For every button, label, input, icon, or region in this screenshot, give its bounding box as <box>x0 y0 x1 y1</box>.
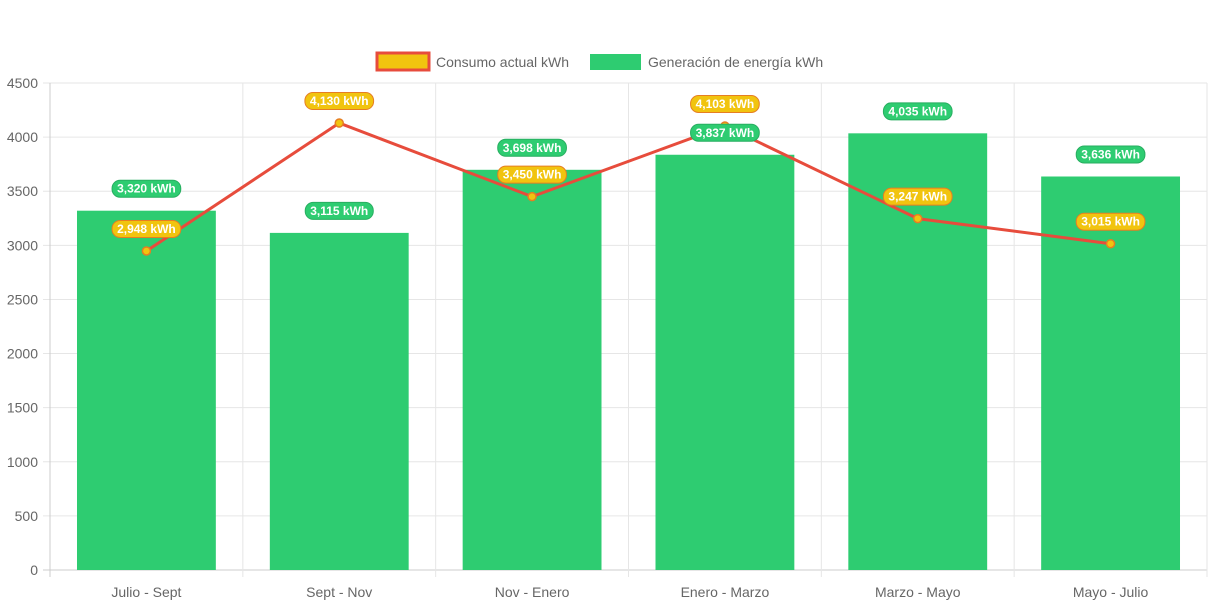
generacion-data-label-bg <box>111 179 182 198</box>
consumo-line <box>145 121 1111 253</box>
generacion-data-label-text: 3,320 kWh <box>117 182 176 196</box>
generacion-bar <box>655 154 795 570</box>
generacion-data-label: 3,320 kWh <box>111 179 182 198</box>
consumo-data-label: 2,948 kWh <box>111 219 182 238</box>
bar-series <box>76 133 1181 571</box>
consumo-data-label-bg <box>111 219 182 238</box>
generacion-data-label-bg <box>690 123 760 142</box>
generacion-data-label: 3,636 kWh <box>1075 145 1146 164</box>
generacion-data-label-bg <box>497 138 567 157</box>
generacion-data-label-bg <box>882 102 953 121</box>
y-tick-label: 3500 <box>7 183 38 199</box>
grid <box>43 82 1208 577</box>
y-tick-label: 1500 <box>7 400 38 416</box>
consumo-data-label-bg <box>882 187 953 206</box>
consumo-point <box>334 118 344 128</box>
generacion-data-label: 3,698 kWh <box>497 138 567 157</box>
legend-item-generacion[interactable]: Generación de energía kWh <box>590 54 823 70</box>
y-tick-label: 4000 <box>7 129 38 145</box>
consumo-point <box>141 246 152 256</box>
consumo-data-label-bg <box>304 92 375 111</box>
axes: 0 500 1000 1500 2000 2500 3000 3500 4000 4500 Juli… <box>7 75 1149 600</box>
generacion-bar <box>462 169 602 570</box>
consumo-data-label-text: 4,130 kWh <box>310 94 369 108</box>
generacion-data-label-text: 3,837 kWh <box>696 126 755 140</box>
x-tick-label: Julio - Sept <box>111 584 181 600</box>
y-tick-label: 2000 <box>7 346 38 362</box>
generacion-bar <box>269 232 409 571</box>
consumo-data-label: 3,247 kWh <box>882 187 953 206</box>
y-tick-label: 0 <box>30 562 38 578</box>
legend-swatch-generacion <box>590 54 641 70</box>
generacion-data-label: 3,115 kWh <box>304 201 374 220</box>
consumo-data-label-text: 2,948 kWh <box>117 222 176 236</box>
consumo-data-label-bg <box>690 94 760 113</box>
x-tick-label: Nov - Enero <box>495 584 570 600</box>
y-tick-label: 2500 <box>7 291 38 307</box>
generacion-bar <box>1041 176 1181 570</box>
data-labels: 3,320 kWh 3,115 kWh 3,698 kWh 3,837 kWh 4,03… <box>111 92 1146 238</box>
consumo-data-label-text: 3,450 kWh <box>503 168 562 182</box>
legend[interactable]: Consumo actual kWh Generación de energía… <box>375 51 823 72</box>
consumo-data-label: 3,450 kWh <box>497 165 567 184</box>
y-tick-label: 3000 <box>7 237 38 253</box>
y-tick-label: 1000 <box>7 454 38 470</box>
consumo-point <box>1105 238 1116 249</box>
consumo-data-label-text: 3,015 kWh <box>1081 215 1140 229</box>
generacion-data-label-bg <box>1075 145 1146 164</box>
legend-swatch-consumo <box>375 51 431 72</box>
consumo-data-label-bg <box>497 165 567 184</box>
y-tick-label: 500 <box>15 508 39 524</box>
generacion-bar <box>76 210 216 571</box>
consumo-data-label-text: 3,247 kWh <box>888 190 947 204</box>
legend-item-consumo[interactable]: Consumo actual kWh <box>375 51 569 72</box>
generacion-data-label-text: 4,035 kWh <box>888 104 947 118</box>
generacion-data-label-text: 3,698 kWh <box>503 141 562 155</box>
consumo-point <box>913 213 923 224</box>
generacion-data-label-text: 3,115 kWh <box>310 204 368 218</box>
consumo-data-label-bg <box>1075 212 1146 231</box>
x-tick-label: Mayo - Julio <box>1073 584 1149 600</box>
generacion-data-label-text: 3,636 kWh <box>1081 148 1140 162</box>
consumo-data-label: 4,130 kWh <box>304 92 375 111</box>
consumo-data-label-text: 4,103 kWh <box>696 97 755 111</box>
legend-label-generacion: Generación de energía kWh <box>648 54 823 70</box>
y-tick-label: 4500 <box>7 75 38 91</box>
generacion-data-label: 3,837 kWh <box>690 123 760 142</box>
generacion-data-label-bg <box>304 201 374 220</box>
consumo-data-label: 4,103 kWh <box>690 94 760 113</box>
consumo-point <box>527 191 537 202</box>
x-tick-label: Enero - Marzo <box>681 584 770 600</box>
x-tick-label: Marzo - Mayo <box>875 584 961 600</box>
x-tick-label: Sept - Nov <box>306 584 372 600</box>
generacion-data-label: 4,035 kWh <box>882 102 953 121</box>
generacion-bar <box>848 133 988 570</box>
legend-label-consumo: Consumo actual kWh <box>436 54 569 70</box>
consumo-data-label: 3,015 kWh <box>1075 212 1146 231</box>
